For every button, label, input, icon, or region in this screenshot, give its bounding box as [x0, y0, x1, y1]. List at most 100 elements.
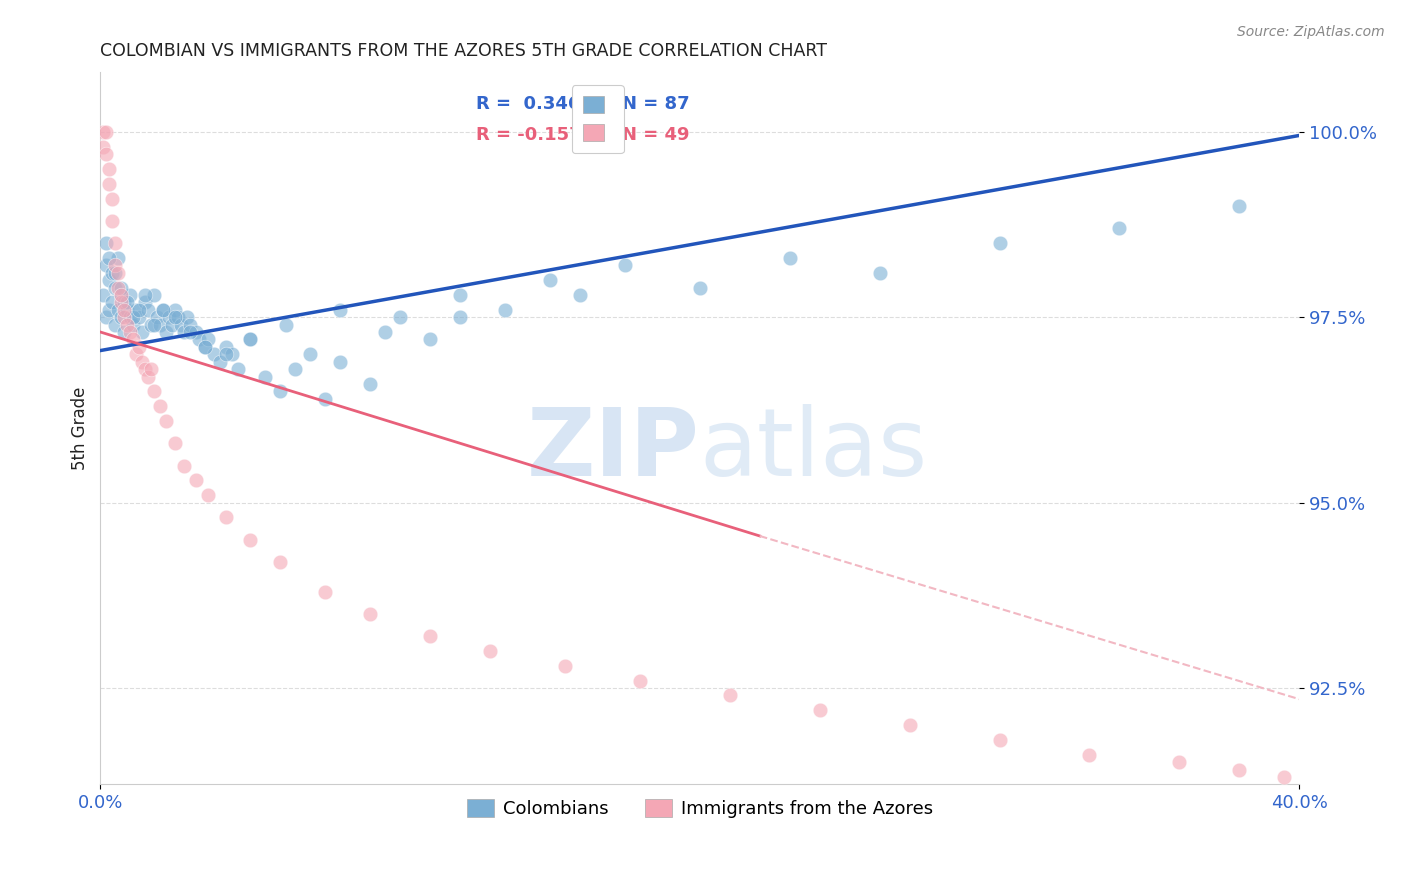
Point	[152, 302, 174, 317]
Point	[173, 325, 195, 339]
Point	[239, 333, 262, 347]
Point	[149, 318, 172, 332]
Point	[209, 354, 232, 368]
Point	[110, 280, 132, 294]
Point	[194, 340, 217, 354]
Point	[117, 295, 139, 310]
Point	[112, 295, 135, 310]
Point	[98, 251, 121, 265]
Point	[101, 192, 124, 206]
Point	[120, 288, 142, 302]
Point	[134, 295, 156, 310]
Point	[117, 318, 139, 332]
Point	[112, 302, 135, 317]
Point	[131, 325, 153, 339]
Point	[110, 310, 132, 325]
Point	[419, 629, 441, 643]
Point	[96, 310, 118, 325]
Point	[149, 399, 172, 413]
Point	[98, 177, 121, 191]
Point	[136, 369, 159, 384]
Point	[134, 362, 156, 376]
Point	[202, 347, 225, 361]
Point	[165, 436, 187, 450]
Point	[449, 288, 471, 302]
Point	[1078, 747, 1101, 762]
Point	[104, 280, 127, 294]
Text: atlas: atlas	[700, 404, 928, 496]
Point	[1168, 755, 1191, 769]
Point	[125, 347, 148, 361]
Point	[197, 333, 219, 347]
Point	[988, 733, 1011, 747]
Point	[128, 302, 150, 317]
Point	[221, 347, 243, 361]
Point	[314, 584, 336, 599]
Point	[157, 310, 180, 325]
Point	[107, 251, 129, 265]
Point	[869, 266, 891, 280]
Point	[359, 607, 381, 621]
Point	[165, 310, 187, 325]
Legend: Colombians, Immigrants from the Azores: Colombians, Immigrants from the Azores	[460, 792, 941, 825]
Point	[1227, 763, 1250, 777]
Point	[494, 302, 516, 317]
Point	[162, 318, 184, 332]
Point	[449, 310, 471, 325]
Point	[359, 376, 381, 391]
Text: Source: ZipAtlas.com: Source: ZipAtlas.com	[1237, 25, 1385, 39]
Point	[628, 673, 651, 688]
Y-axis label: 5th Grade: 5th Grade	[72, 387, 89, 470]
Text: N = 87: N = 87	[621, 95, 689, 113]
Point	[779, 251, 801, 265]
Point	[568, 288, 591, 302]
Point	[146, 310, 169, 325]
Point	[239, 333, 262, 347]
Point	[96, 258, 118, 272]
Point	[134, 288, 156, 302]
Point	[96, 147, 118, 161]
Point	[122, 318, 145, 332]
Point	[194, 340, 217, 354]
Text: R = -0.157: R = -0.157	[475, 126, 581, 145]
Point	[186, 325, 208, 339]
Text: N = 49: N = 49	[621, 126, 689, 145]
Point	[215, 347, 238, 361]
Point	[96, 235, 118, 250]
Point	[112, 310, 135, 325]
Point	[128, 310, 150, 325]
Point	[269, 384, 291, 399]
Point	[1227, 199, 1250, 213]
Point	[96, 125, 118, 139]
Point	[276, 318, 298, 332]
Point	[110, 295, 132, 310]
Point	[107, 266, 129, 280]
Point	[329, 354, 352, 368]
Point	[143, 384, 166, 399]
Point	[718, 689, 741, 703]
Point	[98, 273, 121, 287]
Point	[167, 310, 190, 325]
Point	[374, 325, 396, 339]
Text: ZIP: ZIP	[527, 404, 700, 496]
Point	[141, 318, 163, 332]
Point	[284, 362, 307, 376]
Point	[226, 362, 249, 376]
Text: R =  0.346: R = 0.346	[475, 95, 579, 113]
Point	[117, 302, 139, 317]
Point	[104, 235, 127, 250]
Point	[112, 325, 135, 339]
Point	[110, 288, 132, 302]
Point	[689, 280, 711, 294]
Point	[125, 302, 148, 317]
Point	[419, 333, 441, 347]
Point	[215, 510, 238, 524]
Point	[299, 347, 322, 361]
Point	[93, 125, 115, 139]
Point	[98, 161, 121, 176]
Point	[329, 302, 352, 317]
Point	[389, 310, 412, 325]
Point	[1108, 221, 1130, 235]
Point	[122, 333, 145, 347]
Point	[101, 213, 124, 227]
